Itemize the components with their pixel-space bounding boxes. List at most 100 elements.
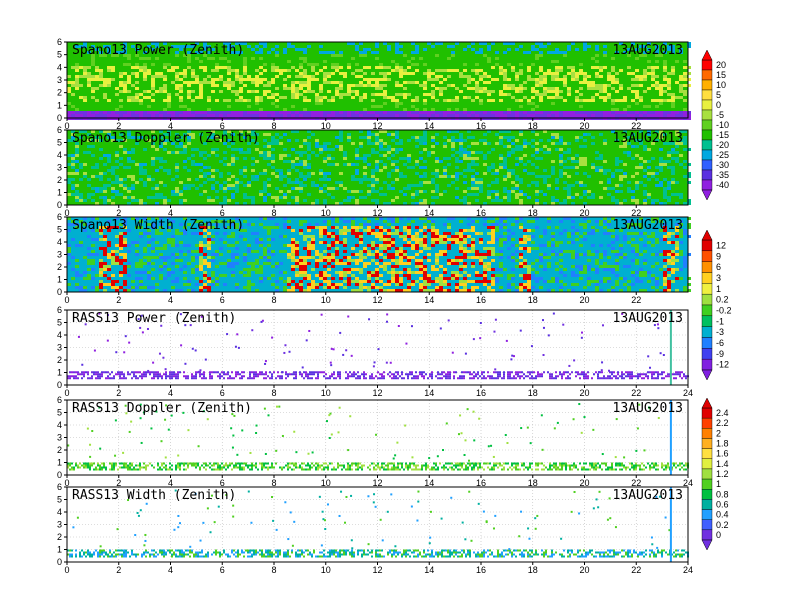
heatmap-cell (299, 151, 303, 154)
heatmap-cell (195, 75, 199, 78)
heatmap-cell (511, 190, 515, 193)
heatmap-cell (491, 66, 495, 69)
heatmap-cell (599, 66, 603, 69)
heatmap-cell (79, 96, 83, 99)
heatmap-cell (479, 187, 483, 190)
heatmap-cell (167, 96, 171, 99)
heatmap-cell (407, 187, 411, 190)
heatmap-cell (371, 111, 375, 114)
heatmap-cell (275, 45, 279, 48)
heatmap-cell (295, 114, 299, 117)
heatmap-cell (271, 111, 275, 114)
heatmap-cell (471, 87, 475, 90)
heatmap-cell (151, 145, 155, 148)
data-point (169, 375, 171, 378)
heatmap-cell (423, 139, 427, 142)
heatmap-cell (279, 114, 283, 117)
heatmap-cell (587, 175, 591, 178)
heatmap-cell (607, 244, 611, 247)
heatmap-cell (463, 63, 467, 66)
heatmap-cell (275, 199, 279, 202)
heatmap-cell (499, 256, 503, 259)
heatmap-cell (671, 99, 675, 102)
heatmap-cell (519, 265, 523, 268)
heatmap-cell (131, 160, 135, 163)
heatmap-cell (659, 202, 663, 205)
heatmap-cell (479, 69, 483, 72)
heatmap-cell (435, 196, 439, 199)
heatmap-cell (367, 81, 371, 84)
heatmap-cell (535, 57, 539, 60)
heatmap-cell (467, 75, 471, 78)
heatmap-cell (123, 178, 127, 181)
heatmap-cell (255, 250, 259, 253)
heatmap-cell (475, 253, 479, 256)
heatmap-cell (687, 45, 691, 48)
heatmap-cell (499, 217, 503, 220)
heatmap-cell (315, 99, 319, 102)
heatmap-cell (511, 148, 515, 151)
heatmap-cell (359, 223, 363, 226)
heatmap-cell (447, 139, 451, 142)
heatmap-cell (99, 139, 103, 142)
heatmap-cell (103, 283, 107, 286)
heatmap-cell (467, 274, 471, 277)
heatmap-cell (499, 265, 503, 268)
heatmap-cell (491, 247, 495, 250)
heatmap-cell (119, 235, 123, 238)
heatmap-cell (187, 111, 191, 114)
heatmap-cell (471, 142, 475, 145)
heatmap-cell (399, 93, 403, 96)
heatmap-cell (415, 160, 419, 163)
heatmap-cell (123, 63, 127, 66)
heatmap-cell (435, 280, 439, 283)
heatmap-cell (683, 166, 687, 169)
heatmap-cell (239, 229, 243, 232)
heatmap-cell (487, 48, 491, 51)
heatmap-cell (303, 69, 307, 72)
heatmap-cell (595, 229, 599, 232)
heatmap-cell (331, 99, 335, 102)
heatmap-cell (263, 181, 267, 184)
heatmap-cell (75, 259, 79, 262)
heatmap-cell (679, 84, 683, 87)
heatmap-cell (515, 157, 519, 160)
data-point (77, 373, 79, 376)
heatmap-cell (635, 181, 639, 184)
heatmap-cell (159, 253, 163, 256)
heatmap-cell (115, 262, 119, 265)
heatmap-cell (447, 45, 451, 48)
heatmap-cell (471, 178, 475, 181)
heatmap-cell (543, 202, 547, 205)
heatmap-cell (591, 114, 595, 117)
heatmap-cell (207, 238, 211, 241)
heatmap-cell (615, 280, 619, 283)
heatmap-cell (215, 190, 219, 193)
heatmap-cell (175, 111, 179, 114)
heatmap-cell (647, 114, 651, 117)
heatmap-cell (367, 178, 371, 181)
heatmap-cell (87, 223, 91, 226)
heatmap-cell (367, 253, 371, 256)
heatmap-cell (659, 160, 663, 163)
heatmap-cell (83, 289, 87, 292)
heatmap-cell (463, 169, 467, 172)
heatmap-cell (167, 169, 171, 172)
heatmap-cell (463, 286, 467, 289)
heatmap-cell (579, 63, 583, 66)
heatmap-cell (531, 114, 535, 117)
heatmap-cell (331, 187, 335, 190)
heatmap-cell (547, 217, 551, 220)
heatmap-cell (67, 229, 71, 232)
heatmap-cell (163, 184, 167, 187)
heatmap-cell (155, 114, 159, 117)
heatmap-cell (315, 154, 319, 157)
heatmap-cell (159, 223, 163, 226)
heatmap-cell (87, 84, 91, 87)
heatmap-cell (451, 274, 455, 277)
heatmap-cell (395, 265, 399, 268)
heatmap-cell (627, 190, 631, 193)
heatmap-cell (143, 247, 147, 250)
heatmap-cell (439, 87, 443, 90)
